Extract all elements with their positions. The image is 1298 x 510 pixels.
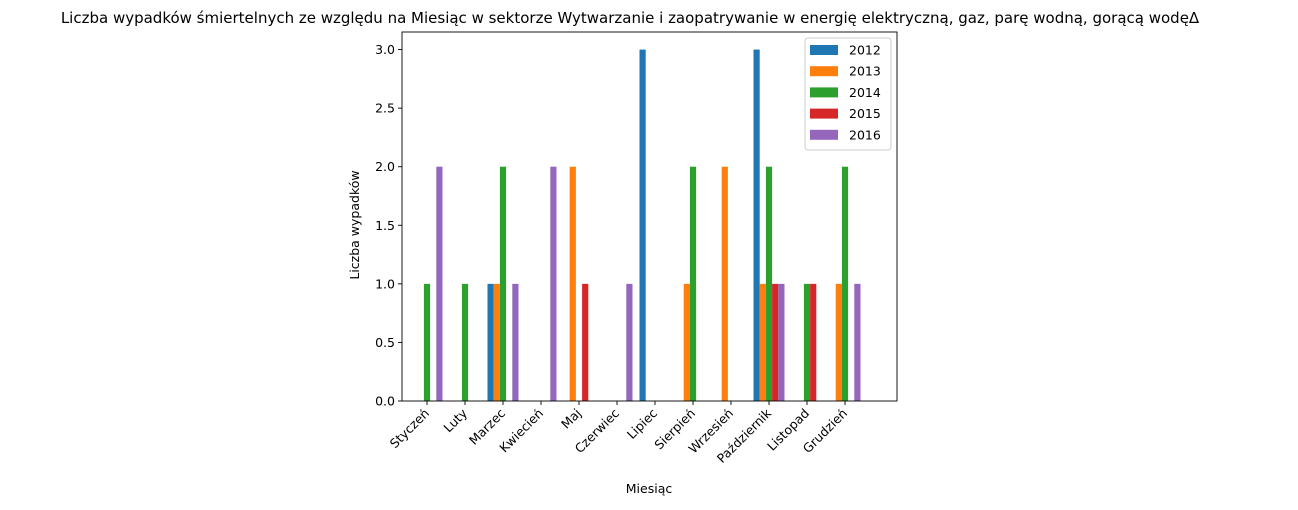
- y-tick-label: 0.5: [375, 335, 395, 350]
- legend-label-2015: 2015: [849, 106, 881, 121]
- x-tick-label: Styczeń: [387, 406, 432, 451]
- legend: 2012 2013 2014 2015 2016: [804, 37, 892, 151]
- bar-2014-Grudzień: [841, 166, 849, 401]
- bar-2016-Kwiecień: [550, 166, 557, 401]
- legend-swatch-2015: [810, 108, 838, 119]
- y-tick-label: 2.0: [375, 159, 395, 174]
- bar-2013-Październik: [759, 283, 766, 401]
- bar-2013-Grudzień: [835, 283, 842, 401]
- bar-2016-Październik: [778, 283, 785, 401]
- x-axis-label: Miesiąc: [626, 481, 673, 496]
- bar-2012-Marzec: [487, 283, 494, 401]
- bar-2016-Styczeń: [436, 166, 443, 401]
- bar-2014-Marzec: [499, 166, 507, 401]
- bar-2014-Styczeń: [423, 283, 431, 401]
- y-axis-label: Liczba wypadków: [347, 170, 362, 279]
- bar-2012-Lipiec: [639, 49, 646, 401]
- bar-2014-Sierpień: [689, 166, 697, 401]
- y-tick-label: 1.0: [375, 276, 395, 291]
- plot-frame: [401, 31, 898, 402]
- bar-2015-Listopad: [810, 283, 817, 401]
- bar-2016-Marzec: [512, 283, 519, 401]
- x-tick-label: Lipiec: [624, 405, 660, 441]
- y-tick-label: 0.0: [375, 394, 395, 409]
- legend-swatch-2013: [810, 66, 838, 77]
- legend-label-2013: 2013: [849, 64, 881, 79]
- x-tick-label: Luty: [440, 405, 470, 435]
- legend-swatch-2012: [810, 45, 838, 55]
- y-tick-label: 2.5: [375, 101, 395, 116]
- legend-swatch-2016: [810, 129, 838, 140]
- y-tick-label: 3.0: [375, 42, 395, 57]
- bar-2015-Maj: [582, 283, 589, 401]
- bars-layer: [423, 49, 861, 401]
- bar-2014-Październik: [765, 166, 773, 401]
- legend-label-2016: 2016: [849, 127, 881, 142]
- bar-2013-Marzec: [493, 283, 500, 401]
- x-tick-label: Maj: [558, 406, 584, 432]
- bar-2013-Sierpień: [683, 283, 690, 401]
- bar-2013-Wrzesień: [721, 166, 728, 401]
- bar-2013-Maj: [569, 166, 576, 401]
- legend-swatch-2014: [810, 87, 838, 98]
- legend-label-2014: 2014: [849, 85, 881, 100]
- bar-2014-Listopad: [803, 283, 811, 401]
- bar-2016-Grudzień: [854, 283, 861, 401]
- chart-title: Liczba wypadków śmiertelnych ze względu …: [61, 9, 1200, 27]
- bar-2012-Październik: [753, 49, 760, 401]
- bar-2014-Luty: [461, 283, 469, 401]
- bar-2015-Październik: [772, 283, 779, 401]
- legend-label-2012: 2012: [849, 43, 881, 58]
- bar-2016-Czerwiec: [626, 283, 633, 401]
- legend-box: [804, 37, 892, 151]
- y-tick-label: 1.5: [375, 218, 395, 233]
